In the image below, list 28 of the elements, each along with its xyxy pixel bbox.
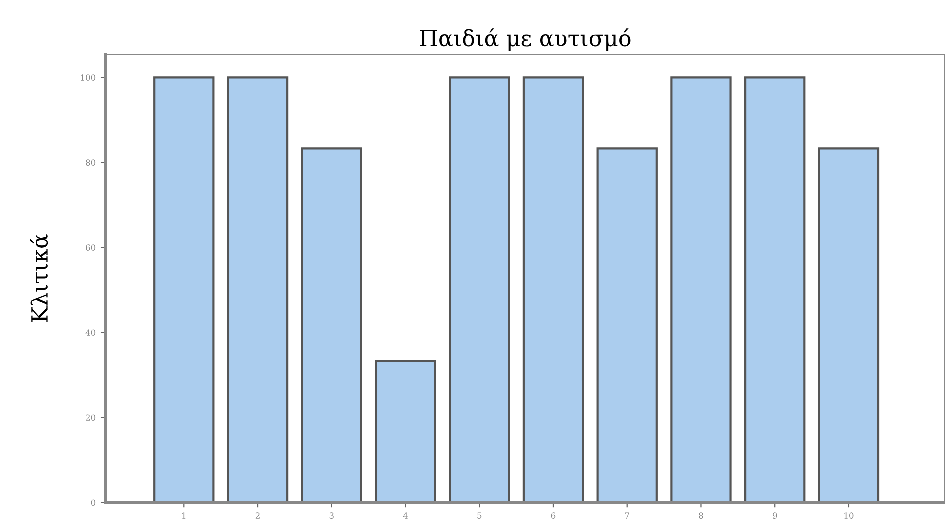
bar bbox=[375, 360, 436, 503]
bar bbox=[154, 76, 215, 503]
x-tick-label: 7 bbox=[625, 512, 630, 519]
x-tick-label: 10 bbox=[844, 512, 854, 519]
y-tick-label: 20 bbox=[86, 414, 96, 422]
y-axis-title: Κλιτικά bbox=[30, 234, 48, 322]
x-tick-label: 5 bbox=[478, 512, 482, 519]
x-tick-label: 9 bbox=[772, 512, 778, 519]
bar bbox=[301, 148, 362, 503]
y-tick-label: 0 bbox=[91, 500, 96, 506]
bar bbox=[449, 76, 510, 503]
x-tick-label: 6 bbox=[551, 512, 556, 519]
x-tick-label: 8 bbox=[699, 512, 704, 519]
bar bbox=[670, 76, 732, 503]
x-tick-label: 1 bbox=[182, 512, 186, 519]
bar bbox=[596, 148, 658, 503]
bar bbox=[522, 76, 584, 503]
x-tick-label: 3 bbox=[330, 512, 334, 519]
y-tick-label: 80 bbox=[86, 160, 96, 166]
x-tick-label: 4 bbox=[403, 512, 408, 519]
y-tick-label: 40 bbox=[86, 330, 96, 336]
bar bbox=[744, 76, 806, 503]
bar bbox=[818, 148, 880, 503]
bar bbox=[227, 76, 289, 503]
y-tick-label: 60 bbox=[86, 244, 96, 251]
chart-title: Παιδιά με αυτισμό bbox=[420, 28, 631, 51]
x-tick-label: 2 bbox=[256, 512, 260, 519]
y-tick-label: 100 bbox=[81, 74, 96, 81]
